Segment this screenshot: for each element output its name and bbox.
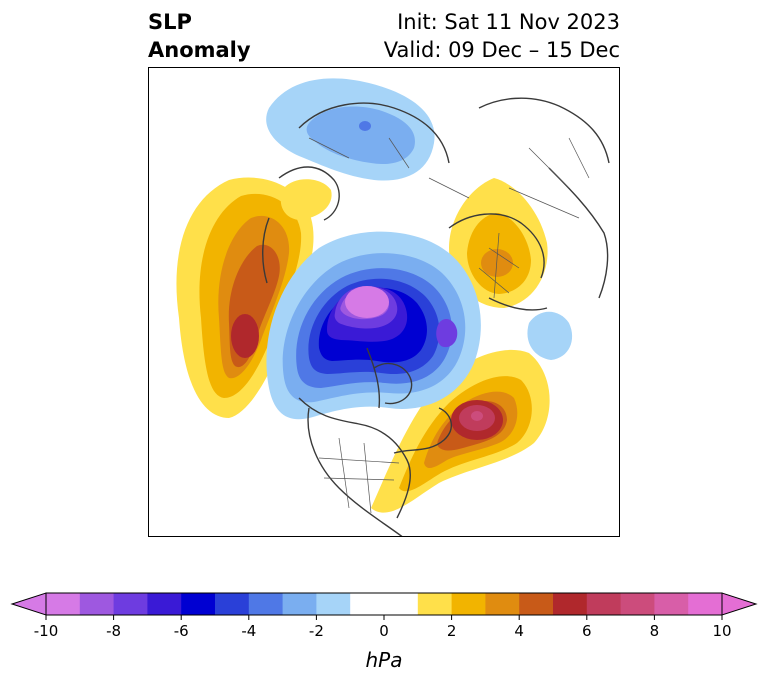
colorbar-segment xyxy=(451,593,486,615)
colorbar-tick-label: 10 xyxy=(712,622,731,640)
negative-anomaly-arctic xyxy=(266,231,481,420)
colorbar-tick-label: -6 xyxy=(174,622,189,640)
colorbar-segment xyxy=(248,593,284,615)
colorbar-segment xyxy=(113,593,148,615)
colorbar-tick-label: -8 xyxy=(106,622,121,640)
colorbar-tick-label: 8 xyxy=(650,622,660,640)
title-variable-line2: Anomaly xyxy=(148,38,251,62)
colorbar-tick-label: -10 xyxy=(34,622,59,640)
colorbar-tick-label: 4 xyxy=(514,622,524,640)
colorbar-segment xyxy=(215,593,250,615)
slp-anomaly-map xyxy=(176,78,610,536)
colorbar-segment xyxy=(688,593,723,615)
colorbar-segment xyxy=(519,593,554,615)
colorbar-ticks: -10 -8 -6 -4 -2 0 2 4 6 8 10 xyxy=(34,615,732,640)
positive-anomaly-north-atlantic xyxy=(371,349,550,513)
colorbar-segment xyxy=(181,593,216,615)
colorbar-segment xyxy=(586,593,622,615)
colorbar-segment xyxy=(147,593,182,615)
colorbar-extend-high xyxy=(721,592,758,616)
colorbar-segment xyxy=(654,593,689,615)
colorbar-segment xyxy=(485,593,520,615)
positive-anomaly-north-pacific xyxy=(176,177,314,418)
colorbar-extend-low xyxy=(10,592,47,616)
map-title-variable: SLP Anomaly xyxy=(148,8,251,64)
colorbar-segments xyxy=(10,592,758,616)
colorbar-tick-label: 6 xyxy=(582,622,592,640)
colorbar-segment xyxy=(79,593,115,615)
colorbar-tick-label: 0 xyxy=(379,622,389,640)
colorbar-segment xyxy=(553,593,588,615)
negative-anomaly-siberia-north xyxy=(266,78,435,181)
colorbar-tick-label: -2 xyxy=(309,622,324,640)
colorbar-segment xyxy=(282,593,317,615)
colorbar-tick-label: -4 xyxy=(241,622,256,640)
valid-range-label: Valid: 09 Dec – 15 Dec xyxy=(383,38,620,62)
colorbar: -10 -8 -6 -4 -2 0 2 4 6 8 10 hPa xyxy=(10,592,758,672)
colorbar-segment xyxy=(316,593,351,615)
negative-anomaly-east xyxy=(527,311,573,360)
positive-anomaly-alaska xyxy=(280,179,332,220)
map-title-dates: Init: Sat 11 Nov 2023 Valid: 09 Dec – 15… xyxy=(384,8,620,64)
init-date-label: Init: Sat 11 Nov 2023 xyxy=(397,10,620,34)
colorbar-tick-label: 2 xyxy=(447,622,457,640)
colorbar-segment xyxy=(350,593,419,615)
colorbar-unit-label: hPa xyxy=(366,648,403,672)
title-variable-line1: SLP xyxy=(148,10,192,34)
coastlines xyxy=(262,97,610,536)
political-borders xyxy=(308,137,590,514)
colorbar-segment xyxy=(417,593,453,615)
colorbar-segment xyxy=(46,593,81,615)
map-panel xyxy=(148,67,620,537)
colorbar-segment xyxy=(620,593,655,615)
